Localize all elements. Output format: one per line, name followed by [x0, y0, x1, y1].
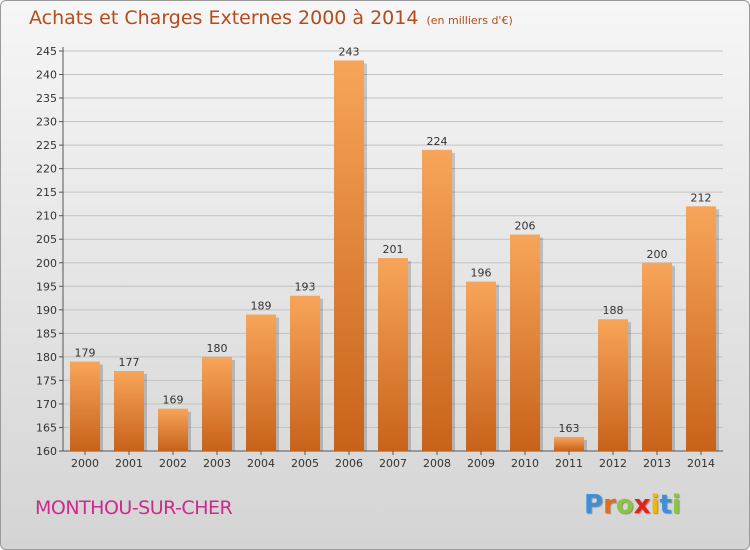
- bar-2014[interactable]: [686, 206, 716, 451]
- bar-2011[interactable]: [554, 436, 584, 451]
- y-tick-label: 195: [36, 280, 57, 293]
- x-tick-label: 2001: [115, 457, 143, 470]
- logo-letter: x: [633, 490, 651, 520]
- bar-2001[interactable]: [114, 371, 144, 451]
- bar-2012[interactable]: [598, 319, 628, 451]
- logo-letter: i: [671, 490, 681, 520]
- x-tick-label: 2012: [599, 457, 627, 470]
- data-label: 163: [559, 422, 580, 435]
- bar-2000[interactable]: [70, 361, 100, 451]
- data-label: 180: [207, 342, 228, 355]
- x-tick-label: 2013: [643, 457, 671, 470]
- proxiti-logo[interactable]: Proxiti: [584, 490, 681, 520]
- y-tick-label: 175: [36, 374, 57, 387]
- y-tick-label: 170: [36, 398, 57, 411]
- y-tick-label: 165: [36, 421, 57, 434]
- x-tick-label: 2011: [555, 457, 583, 470]
- x-tick-labels: 2000 2001 2002 2003 2004 2005 2006 2007 2008 2009…: [71, 451, 715, 470]
- chart-title-text: Achats et Charges Externes 2000 à 2014: [29, 7, 419, 29]
- bar-2009[interactable]: [466, 281, 496, 451]
- logo-letter: r: [603, 490, 616, 520]
- logo-letter: i: [650, 490, 660, 520]
- bars: [70, 60, 719, 451]
- bar-2005[interactable]: [290, 295, 320, 451]
- x-tick-label: 2006: [335, 457, 363, 470]
- y-tick-label: 160: [36, 445, 57, 458]
- y-tick-label: 240: [36, 69, 57, 82]
- commune-name: MONTHOU-SUR-CHER: [35, 497, 233, 519]
- y-tick-label: 185: [36, 327, 57, 340]
- y-tick-label: 210: [36, 210, 57, 223]
- bar-2007[interactable]: [378, 258, 408, 451]
- data-label: 206: [515, 220, 536, 233]
- logo-letter: P: [584, 490, 604, 520]
- bar-2002[interactable]: [158, 408, 188, 451]
- y-tick-label: 215: [36, 186, 57, 199]
- x-tick-label: 2002: [159, 457, 187, 470]
- bar-2010[interactable]: [510, 234, 540, 451]
- data-label: 169: [163, 394, 184, 407]
- logo-letter: o: [615, 490, 634, 520]
- x-tick-label: 2014: [687, 457, 715, 470]
- x-tick-label: 2009: [467, 457, 495, 470]
- bar-2013[interactable]: [642, 262, 672, 451]
- y-tick-label: 180: [36, 351, 57, 364]
- logo-letter: t: [659, 490, 672, 520]
- data-label: 189: [251, 300, 272, 313]
- y-tick-label: 190: [36, 304, 57, 317]
- x-tick-label: 2007: [379, 457, 407, 470]
- x-tick-label: 2003: [203, 457, 231, 470]
- y-tick-label: 200: [36, 257, 57, 270]
- x-tick-label: 2004: [247, 457, 275, 470]
- data-label: 196: [471, 267, 492, 280]
- data-label: 177: [119, 356, 140, 369]
- bar-2004[interactable]: [246, 314, 276, 451]
- y-tick-label: 230: [36, 116, 57, 129]
- x-tick-label: 2005: [291, 457, 319, 470]
- x-tick-label: 2000: [71, 457, 99, 470]
- data-label: 212: [691, 191, 712, 204]
- bar-2008[interactable]: [422, 149, 452, 451]
- y-tick-label: 235: [36, 92, 57, 105]
- data-label: 243: [339, 45, 360, 58]
- y-tick-label: 245: [36, 45, 57, 58]
- x-tick-label: 2010: [511, 457, 539, 470]
- x-tick-label: 2008: [423, 457, 451, 470]
- y-tick-label: 225: [36, 139, 57, 152]
- unit-label: (en milliers d'€): [426, 14, 513, 27]
- data-label: 224: [427, 135, 448, 148]
- data-labels: 179 177 169 180 189 193 243 201 224 196 206 163 188 2…: [75, 45, 712, 434]
- data-label: 179: [75, 347, 96, 360]
- chart-title: Achats et Charges Externes 2000 à 2014 (e…: [29, 7, 513, 29]
- y-tick-label: 205: [36, 233, 57, 246]
- y-tick-labels: 160 165 170 175 180 185 190 195 200 205 210 215 220 2…: [36, 45, 57, 458]
- data-label: 193: [295, 281, 316, 294]
- bar-2003[interactable]: [202, 356, 232, 451]
- y-tick-label: 220: [36, 163, 57, 176]
- data-label: 188: [603, 304, 624, 317]
- data-label: 200: [647, 248, 668, 261]
- data-label: 201: [383, 243, 404, 256]
- bar-2006[interactable]: [334, 60, 364, 451]
